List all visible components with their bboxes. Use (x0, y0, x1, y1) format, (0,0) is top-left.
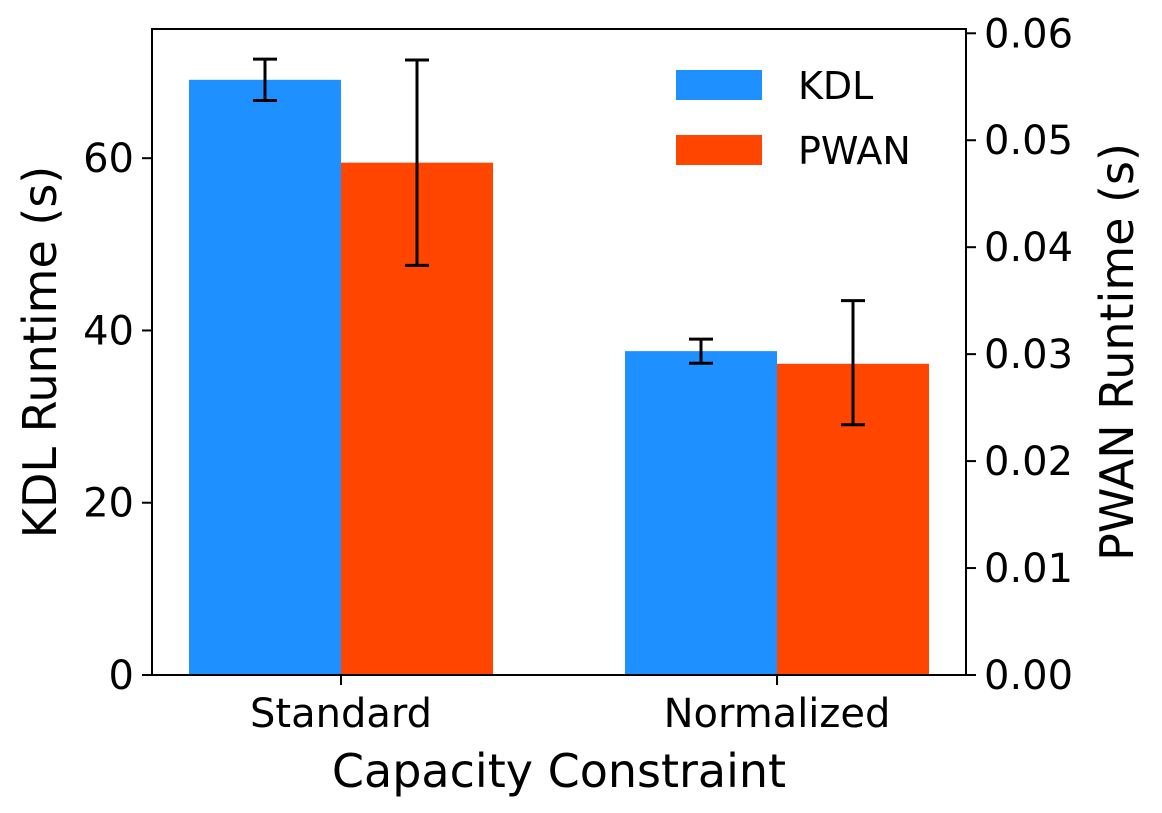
legend-label-kdl: KDL (798, 64, 873, 108)
plot-frame (151, 28, 967, 676)
right-tick-label: 0.01 (984, 546, 1073, 592)
left-tick-label: 0 (109, 653, 134, 699)
left-axis-label: KDL Runtime (s) (13, 166, 67, 538)
left-tick-label: 20 (83, 481, 134, 527)
left-tick-label: 40 (83, 308, 134, 354)
legend-swatch-pwan (676, 135, 762, 165)
x-tick-label: Normalized (664, 691, 891, 737)
legend-label-pwan: PWAN (798, 129, 911, 173)
legend-swatch-kdl (676, 70, 762, 100)
errorbars-layer (253, 57, 865, 427)
x-tick-label: Standard (250, 691, 432, 737)
right-tick-label: 0.03 (984, 332, 1073, 378)
right-tick-label: 0.05 (984, 118, 1073, 164)
bar-kdl-normalized (625, 351, 777, 675)
bar-kdl-standard (189, 79, 341, 675)
right-tick-label: 0.02 (984, 439, 1073, 485)
left-axis: 0 20 40 60 (83, 136, 152, 699)
x-axis-label: Capacity Constraint (332, 744, 786, 798)
legend: KDL PWAN (676, 64, 911, 173)
x-axis: Standard Normalized (250, 675, 890, 737)
right-tick-label: 0.06 (984, 11, 1073, 57)
right-tick-label: 0.00 (984, 653, 1073, 699)
right-tick-label: 0.04 (984, 225, 1073, 271)
right-axis: 0.00 0.01 0.02 0.03 0.04 0.05 0.06 (966, 11, 1073, 699)
left-tick-label: 60 (83, 136, 134, 182)
right-axis-label: PWAN Runtime (s) (1090, 143, 1144, 561)
